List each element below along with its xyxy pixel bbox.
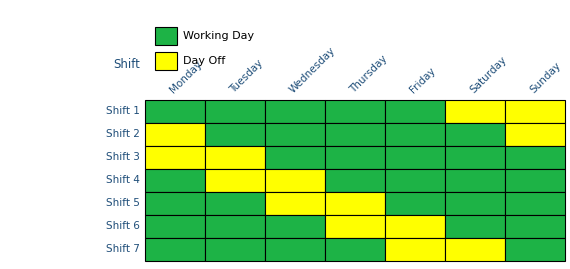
Bar: [385, 169, 445, 192]
Bar: [505, 238, 565, 261]
Bar: [505, 215, 565, 238]
Bar: [145, 100, 205, 123]
Text: Monday: Monday: [168, 59, 204, 95]
Bar: [385, 146, 445, 169]
Text: Working Day: Working Day: [183, 31, 254, 41]
Bar: [265, 215, 325, 238]
Bar: [505, 169, 565, 192]
Bar: [145, 123, 205, 146]
Bar: [445, 238, 505, 261]
Bar: [325, 146, 385, 169]
Bar: [445, 215, 505, 238]
Text: Day Off: Day Off: [183, 56, 225, 66]
Bar: [445, 146, 505, 169]
Bar: [265, 238, 325, 261]
Bar: [385, 238, 445, 261]
Bar: [205, 192, 265, 215]
Text: Sunday: Sunday: [528, 60, 563, 95]
Bar: [205, 215, 265, 238]
Bar: [145, 146, 205, 169]
Bar: [265, 192, 325, 215]
Text: Shift 4: Shift 4: [106, 175, 140, 185]
Text: Wednesday: Wednesday: [288, 45, 337, 95]
Bar: [325, 238, 385, 261]
Bar: [325, 192, 385, 215]
Bar: [145, 192, 205, 215]
Bar: [205, 169, 265, 192]
Text: Tuesday: Tuesday: [228, 58, 265, 95]
Bar: [505, 146, 565, 169]
Text: Thursday: Thursday: [348, 53, 389, 95]
Bar: [385, 192, 445, 215]
Bar: [445, 169, 505, 192]
Bar: [145, 169, 205, 192]
Bar: [265, 169, 325, 192]
Bar: [385, 100, 445, 123]
Text: Shift 1: Shift 1: [106, 106, 140, 116]
Bar: [145, 215, 205, 238]
Bar: [445, 192, 505, 215]
Text: Shift 7: Shift 7: [106, 245, 140, 254]
Text: Shift: Shift: [113, 58, 140, 71]
Bar: [205, 123, 265, 146]
Bar: [205, 146, 265, 169]
Bar: [325, 169, 385, 192]
Bar: [205, 238, 265, 261]
Bar: [445, 100, 505, 123]
Bar: [155, 52, 177, 70]
Bar: [265, 100, 325, 123]
Bar: [155, 27, 177, 45]
Bar: [325, 100, 385, 123]
Bar: [385, 215, 445, 238]
Bar: [325, 123, 385, 146]
Bar: [505, 192, 565, 215]
Bar: [265, 146, 325, 169]
Text: Shift 2: Shift 2: [106, 129, 140, 139]
Bar: [205, 100, 265, 123]
Bar: [505, 123, 565, 146]
Text: Friday: Friday: [408, 65, 437, 95]
Text: Saturday: Saturday: [468, 54, 508, 95]
Bar: [445, 123, 505, 146]
Text: Shift 6: Shift 6: [106, 221, 140, 231]
Text: Shift 5: Shift 5: [106, 198, 140, 208]
Text: Shift 3: Shift 3: [106, 152, 140, 162]
Bar: [505, 100, 565, 123]
Bar: [385, 123, 445, 146]
Bar: [145, 238, 205, 261]
Bar: [265, 123, 325, 146]
Bar: [325, 215, 385, 238]
